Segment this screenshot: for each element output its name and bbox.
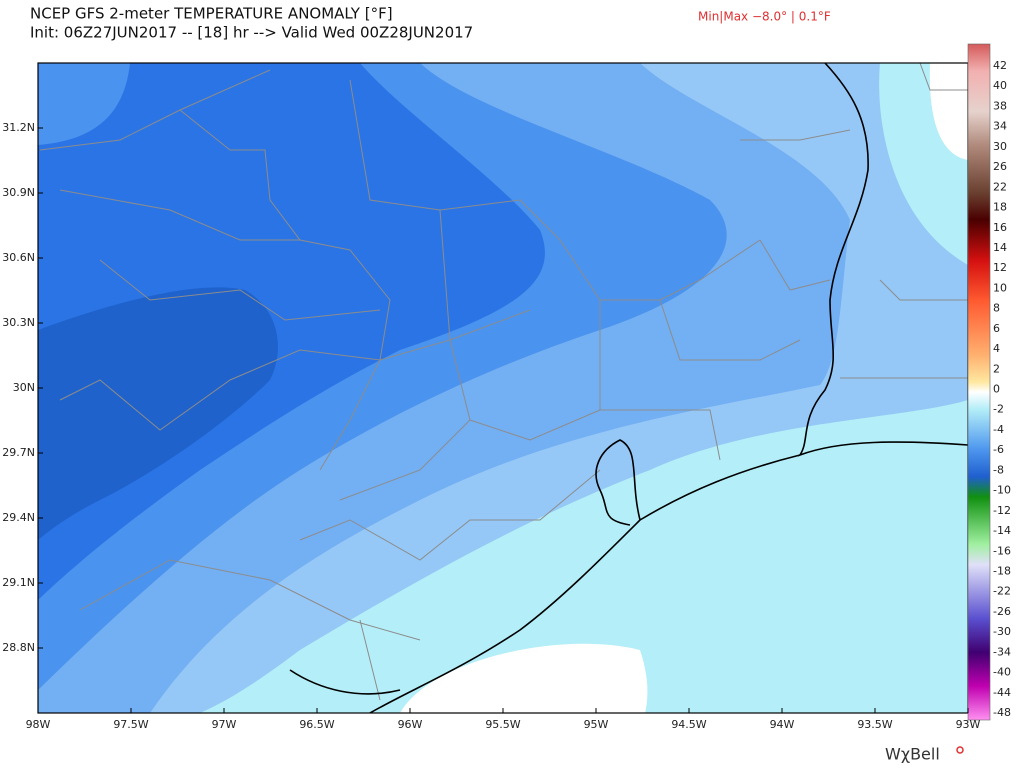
lat-label: 28.8N [2, 641, 35, 654]
lon-label: 96.5W [299, 718, 334, 731]
lat-label: 30N [13, 381, 35, 394]
colorbar-label: 8 [993, 302, 1000, 315]
colorbar-label: -40 [993, 666, 1011, 679]
colorbar-label: -44 [993, 686, 1011, 699]
lon-label: 94W [770, 718, 795, 731]
lat-label: 29.1N [2, 576, 35, 589]
colorbar-label: 16 [993, 221, 1007, 234]
lat-label: 29.4N [2, 511, 35, 524]
colorbar-label: -48 [993, 706, 1011, 719]
colorbar-label: -2 [993, 403, 1004, 416]
colorbar-label: 6 [993, 322, 1000, 335]
colorbar-label: 34 [993, 120, 1007, 133]
county-lines [39, 63, 968, 701]
colorbar-label: 18 [993, 201, 1007, 214]
lon-label: 97.5W [113, 718, 148, 731]
colorbar-label: 30 [993, 140, 1007, 153]
colorbar-label: -22 [993, 585, 1011, 598]
colorbar-label: 22 [993, 180, 1007, 193]
lat-label: 30.3N [2, 316, 35, 329]
colorbar-label: 0 [993, 383, 1000, 396]
colorbar-label: -12 [993, 504, 1011, 517]
colorbar-label: 14 [993, 241, 1007, 254]
colorbar-label: 10 [993, 281, 1007, 294]
colorbar-label: -30 [993, 625, 1011, 638]
lat-label: 30.9N [2, 186, 35, 199]
colorbar-label: -26 [993, 605, 1011, 618]
lon-label: 93.5W [857, 718, 892, 731]
title: NCEP GFS 2-meter TEMPERATURE ANOMALY [°F… [30, 5, 393, 23]
colorbar-label: -34 [993, 645, 1011, 658]
colorbar-label: 38 [993, 99, 1007, 112]
lon-label: 94.5W [671, 718, 706, 731]
colorbar-label: 42 [993, 59, 1007, 72]
lat-label: 31.2N [2, 121, 35, 134]
subtitle: Init: 06Z27JUN2017 -- [18] hr --> Valid … [30, 24, 473, 42]
lon-label: 98W [26, 718, 51, 731]
colorbar-label: -14 [993, 524, 1011, 537]
colorbar-label: 40 [993, 79, 1007, 92]
colorbar-label: 2 [993, 362, 1000, 375]
band [929, 63, 968, 160]
band [400, 643, 648, 713]
brand: WχBell [885, 745, 940, 764]
colorbar-label: -10 [993, 484, 1011, 497]
band [38, 287, 278, 540]
map [38, 63, 968, 713]
colorbar-label: 4 [993, 342, 1000, 355]
lat-label: 30.6N [2, 251, 35, 264]
lon-label: 93W [956, 718, 981, 731]
colorbar [967, 43, 991, 721]
brand-dot [956, 746, 964, 754]
colorbar-label: 12 [993, 261, 1007, 274]
colorbar-label: -6 [993, 443, 1004, 456]
lon-label: 95W [584, 718, 609, 731]
lon-label: 96W [398, 718, 423, 731]
lat-label: 29.7N [2, 446, 35, 459]
lon-label: 97W [212, 718, 237, 731]
colorbar-label: -16 [993, 544, 1011, 557]
colorbar-label: -18 [993, 564, 1011, 577]
colorbar-label: 26 [993, 160, 1007, 173]
colorbar-label: -8 [993, 463, 1004, 476]
band [38, 63, 545, 600]
colorbar-label: -4 [993, 423, 1004, 436]
coastline [289, 63, 968, 713]
lon-label: 95.5W [485, 718, 520, 731]
min-max: Min|Max −8.0° | 0.1°F [698, 10, 831, 24]
